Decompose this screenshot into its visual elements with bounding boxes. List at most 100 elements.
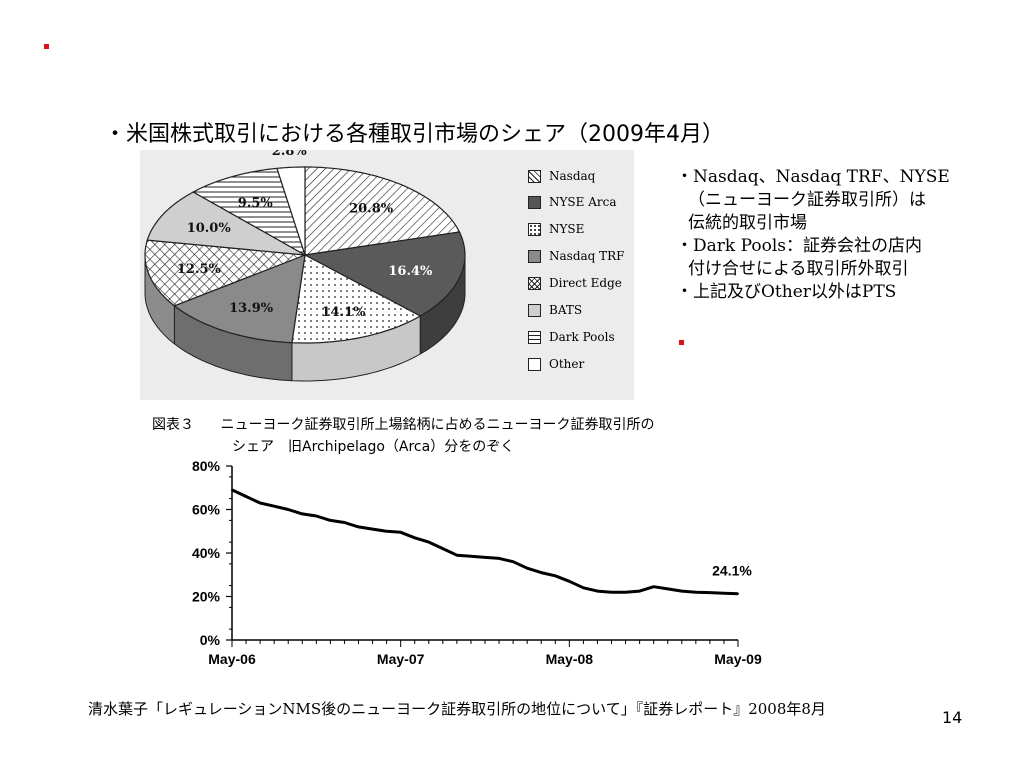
series-point bbox=[413, 536, 416, 539]
legend-item: NYSE bbox=[528, 221, 584, 237]
series-point bbox=[484, 556, 486, 559]
slide-title: ・米国株式取引における各種取引市場のシェア（2009年4月） bbox=[104, 122, 724, 147]
legend-swatch-other bbox=[528, 357, 541, 371]
note-line: ・Dark Pools：証券会社の店内 bbox=[676, 236, 922, 256]
red-bullet-marker bbox=[44, 44, 49, 49]
pie-slice bbox=[276, 166, 306, 256]
note-line: （ニューヨーク証券取引所）は bbox=[688, 190, 926, 210]
pie-slice bbox=[192, 167, 307, 257]
x-tick-label: May-07 bbox=[377, 651, 425, 667]
series-point bbox=[512, 560, 515, 563]
x-tick-label: May-09 bbox=[714, 651, 762, 667]
pie-data-label: 9.5% bbox=[238, 196, 274, 211]
series-point bbox=[357, 525, 360, 528]
series-point bbox=[231, 488, 233, 491]
pie-data-label: 16.4% bbox=[388, 264, 433, 279]
pie-chart: 20.8% 16.4% 14.1% 13.9% 12.5% 10.0% 9.5% 2.8% bbox=[144, 150, 466, 382]
note-line: 伝統的取引市場 bbox=[688, 213, 807, 233]
pie-data-label: 20.8% bbox=[349, 202, 394, 217]
line-chart-panel: 図表３ ニューヨーク証券取引所上場銘柄に占めるニューヨーク証券取引所の シェア … bbox=[140, 406, 900, 680]
series-point bbox=[287, 508, 290, 511]
legend-item: BATS bbox=[528, 302, 582, 318]
pie-data-label: 14.1% bbox=[321, 305, 366, 320]
series-point bbox=[259, 502, 262, 504]
legend-label: NYSE bbox=[549, 222, 585, 236]
pie-slice bbox=[146, 191, 306, 256]
legend-label: Other bbox=[549, 357, 585, 371]
legend-item: Nasdaq bbox=[528, 168, 595, 184]
series-point bbox=[315, 515, 318, 517]
series-point bbox=[343, 521, 346, 524]
series-point bbox=[666, 587, 669, 590]
pie-slices bbox=[144, 166, 466, 382]
pie-data-labels: 20.8% 16.4% 14.1% 13.9% 12.5% 10.0% 9.5% 2.8% bbox=[177, 150, 433, 320]
note-line: ・Nasdaq、Nasdaq TRF、NYSE bbox=[676, 167, 950, 187]
series-point bbox=[301, 512, 304, 515]
legend-item: NYSE Arca bbox=[528, 194, 617, 210]
y-tick-label: 20% bbox=[192, 589, 221, 605]
series-point bbox=[427, 541, 430, 544]
legend-swatch-nasdaq-trf bbox=[528, 249, 541, 263]
line-chart-title-line1: ニューヨーク証券取引所上場銘柄に占めるニューヨーク証券取引所の bbox=[220, 417, 655, 433]
annotation-label: 24.1% bbox=[712, 563, 752, 579]
legend-swatch-nyse bbox=[528, 222, 541, 236]
series-point bbox=[469, 555, 472, 558]
x-tick-label: May-06 bbox=[208, 651, 256, 667]
series-point bbox=[694, 591, 697, 594]
series-point bbox=[568, 580, 571, 583]
pie-slice bbox=[144, 239, 306, 307]
legend-swatch-nasdaq bbox=[528, 169, 541, 183]
legend-label: Dark Pools bbox=[549, 330, 615, 344]
line-chart: 0% 20% 40% 60% 80% May-06 May-07 May-08 May-09 24… bbox=[192, 458, 762, 667]
legend-item: Nasdaq TRF bbox=[528, 248, 625, 264]
series-line bbox=[231, 488, 739, 596]
pie-slice bbox=[303, 231, 466, 317]
series-point bbox=[680, 590, 683, 593]
legend-label: NYSE Arca bbox=[549, 195, 617, 209]
note-line: 付け合せによる取引所外取引 bbox=[688, 259, 909, 279]
series-point bbox=[399, 531, 402, 534]
legend-swatch-bats bbox=[528, 303, 541, 317]
legend-swatch-dark-pools bbox=[528, 330, 541, 344]
legend-label: BATS bbox=[549, 303, 583, 317]
y-tick-label: 80% bbox=[192, 458, 221, 474]
pie-slice bbox=[291, 254, 422, 344]
legend-label: Direct Edge bbox=[549, 276, 622, 290]
red-bullet-marker bbox=[679, 340, 684, 345]
pie-slice bbox=[304, 166, 461, 256]
legend-item: Direct Edge bbox=[528, 275, 622, 291]
pie-slice bbox=[173, 254, 306, 344]
series-point bbox=[245, 495, 248, 498]
series-point bbox=[737, 592, 739, 595]
series-point bbox=[722, 592, 725, 595]
series-point bbox=[441, 547, 444, 550]
series-point bbox=[624, 591, 627, 594]
series-point bbox=[652, 585, 655, 588]
pie-chart-panel: 20.8% 16.4% 14.1% 13.9% 12.5% 10.0% 9.5% 2.8% N… bbox=[140, 150, 634, 400]
series-point bbox=[455, 554, 458, 557]
y-tick-label: 0% bbox=[200, 632, 221, 648]
legend-swatch-nyse-arca bbox=[528, 195, 541, 209]
series-point bbox=[610, 591, 613, 594]
legend-item: Dark Pools bbox=[528, 329, 615, 345]
legend-item: Other bbox=[528, 356, 584, 372]
y-tick-label: 60% bbox=[192, 502, 221, 518]
pie-data-label: 10.0% bbox=[187, 221, 232, 236]
notes-text: ・Nasdaq、Nasdaq TRF、NYSE （ニューヨーク証券取引所）は 伝… bbox=[676, 166, 950, 304]
series-point bbox=[385, 530, 388, 533]
series-point bbox=[596, 590, 599, 593]
series-point bbox=[329, 519, 332, 522]
figure-label: 図表３ bbox=[152, 417, 194, 433]
page-number: 14 bbox=[942, 708, 963, 727]
series-point bbox=[273, 505, 276, 508]
series-point bbox=[498, 557, 501, 560]
series-point bbox=[554, 574, 557, 577]
series-point bbox=[582, 586, 585, 589]
series-point bbox=[371, 528, 374, 531]
y-tick-label: 40% bbox=[192, 545, 221, 561]
line-chart-title: 図表３ ニューヨーク証券取引所上場銘柄に占めるニューヨーク証券取引所の bbox=[152, 414, 654, 434]
series-point bbox=[526, 567, 529, 570]
legend-swatch-direct-edge bbox=[528, 276, 541, 290]
series-point bbox=[638, 590, 641, 593]
line-chart-title-line2: シェア 旧Archipelago（Arca）分をのぞく bbox=[232, 439, 515, 455]
